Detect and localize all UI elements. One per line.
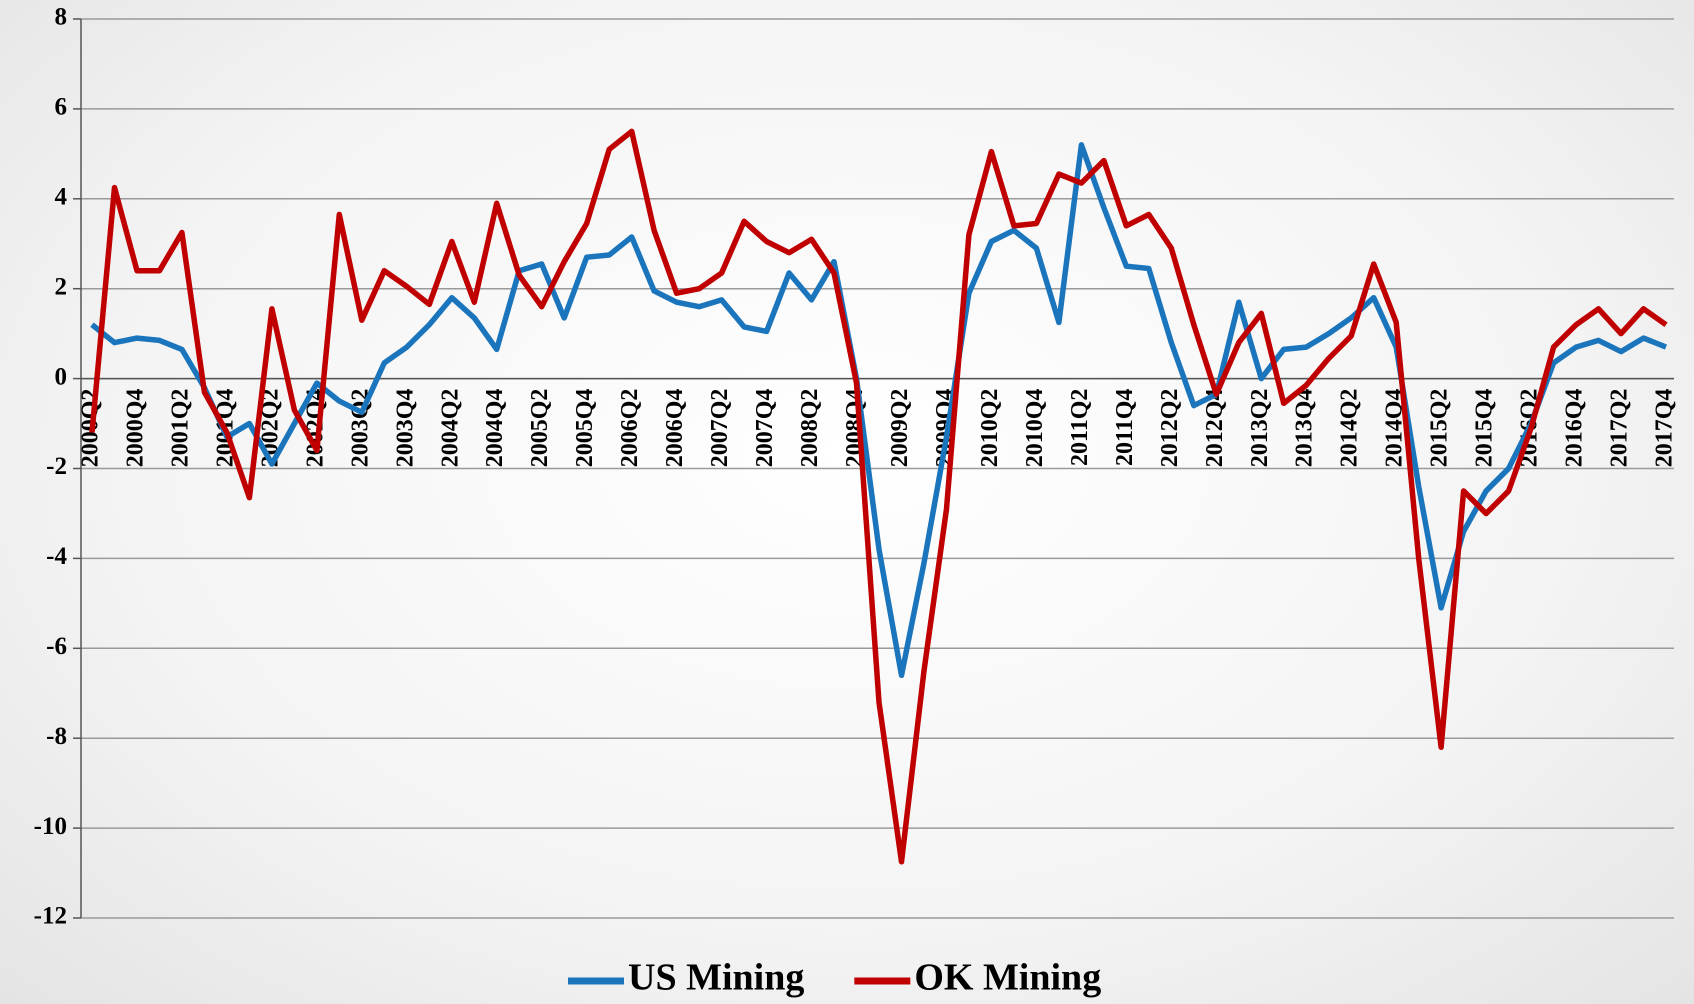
x-tick-label: 2005Q4 — [572, 389, 598, 468]
y-tick-label: 0 — [55, 363, 68, 390]
x-tick-label: 2017Q4 — [1652, 389, 1678, 468]
x-tick-label: 2010Q4 — [1022, 389, 1048, 468]
x-tick-label: 2015Q4 — [1472, 389, 1498, 468]
x-tick-label: 2008Q2 — [797, 389, 823, 468]
y-tick-label: -8 — [46, 723, 67, 750]
y-tick-label: 2 — [55, 273, 68, 300]
x-tick-label: 2011Q2 — [1067, 389, 1093, 466]
x-tick-label: 2004Q4 — [482, 389, 508, 468]
x-tick-label: 2012Q2 — [1157, 389, 1183, 468]
x-tick-label: 2006Q4 — [662, 389, 688, 468]
series-line — [89, 128, 1668, 865]
x-tick-label: 2013Q2 — [1247, 389, 1273, 468]
x-tick-label: 2015Q2 — [1427, 389, 1453, 468]
y-tick-label: 6 — [55, 94, 68, 121]
y-tick-label: 4 — [55, 184, 68, 211]
x-tick-label: 2003Q4 — [392, 389, 418, 468]
legend-label: OK Mining — [914, 957, 1101, 999]
y-tick-label: 8 — [55, 4, 68, 31]
y-tick-label: -6 — [46, 633, 67, 660]
x-tick-label: 2004Q2 — [437, 389, 463, 468]
y-tick-label: -10 — [34, 813, 67, 840]
x-tick-label: 2000Q4 — [122, 389, 148, 468]
x-tick-label: 2016Q4 — [1562, 389, 1588, 468]
y-tick-label: -2 — [46, 453, 67, 480]
y-tick-label: -12 — [34, 903, 67, 930]
x-tick-label: 2001Q2 — [167, 389, 193, 468]
x-tick-label: 2014Q2 — [1337, 389, 1363, 468]
x-tick-label: 2013Q4 — [1292, 389, 1318, 468]
x-tick-label: 2010Q2 — [977, 389, 1003, 468]
x-tick-label: 2009Q2 — [887, 389, 913, 468]
x-tick-label: 2017Q2 — [1607, 389, 1633, 468]
x-tick-label: 2007Q2 — [707, 389, 733, 468]
x-tick-label: 2007Q4 — [752, 389, 778, 468]
y-tick-label: -4 — [46, 543, 67, 570]
x-tick-label: 2011Q4 — [1112, 389, 1138, 466]
x-tick-label: 2005Q2 — [527, 389, 553, 468]
x-tick-label: 2006Q2 — [617, 389, 643, 468]
legend-label: US Mining — [628, 957, 804, 999]
